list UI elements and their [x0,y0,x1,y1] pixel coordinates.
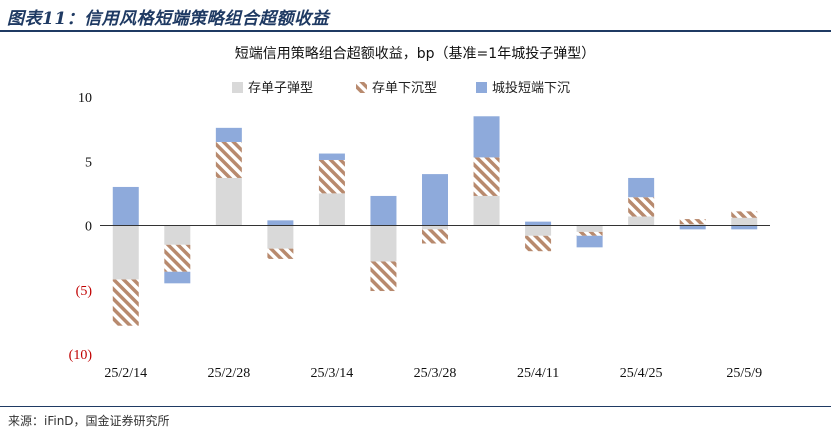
bar-1 [164,225,191,245]
bar-1 [525,225,552,236]
bar-3 [628,177,655,198]
bar-2 [318,159,345,194]
legend: 存单子弹型 存单下沉型 城投短端下沉 [232,80,570,96]
legend-label-3: 城投短端下沉 [492,80,570,96]
bar-3 [267,220,294,226]
bar-3 [731,225,758,230]
x-tick-label: 25/2/28 [207,366,250,381]
x-tick-label: 25/5/9 [726,366,762,381]
legend-swatch-2 [356,82,367,93]
bar-2 [731,211,758,218]
bar-3 [318,153,345,160]
x-tick-label: 25/4/25 [620,366,663,381]
chart-area: 短端信用策略组合超额收益，bp（基准=1年城投子弹型） 存单子弹型 存单下沉型 城投… [69,45,770,381]
x-axis: 25/2/14 25/2/28 25/3/14 25/3/28 25/4/11 25/4/… [100,225,770,381]
bar-2 [112,279,139,326]
x-tick-label: 25/3/28 [414,366,457,381]
chart-title: 短端信用策略组合超额收益，bp（基准=1年城投子弹型） [235,45,595,62]
bar-1 [731,217,758,226]
bar-1 [267,225,294,249]
legend-swatch-1 [232,82,243,93]
bars-group [112,116,758,326]
y-tick-label: 10 [78,91,92,106]
figure-title: 图表11：信用风格短端策略组合超额收益 [7,9,330,29]
bar-1 [215,177,242,226]
y-axis: 10 5 0 (5) (10) [69,91,93,363]
bar-2 [267,248,294,259]
bar-2 [628,197,655,217]
y-tick-label: 0 [85,220,92,235]
legend-label-1: 存单子弹型 [248,81,313,96]
bar-3 [370,195,397,226]
bar-2 [164,244,191,272]
bar-1 [628,216,655,226]
bar-1 [112,225,139,280]
bar-1 [370,225,397,262]
bar-2 [473,157,500,196]
legend-swatch-3 [476,82,487,93]
bar-3 [215,127,242,142]
y-tick-label: 5 [85,155,92,170]
y-tick-label: (5) [76,284,93,299]
bar-1 [576,225,603,232]
bar-3 [473,116,500,158]
bar-2 [525,235,552,252]
source-note: 来源：iFinD，国金证券研究所 [8,414,170,428]
bar-1 [473,195,500,226]
bar-2 [679,219,706,225]
bar-1 [679,224,706,226]
bar-2 [370,261,397,292]
bar-1 [422,225,448,230]
x-tick-label: 25/4/11 [517,366,559,381]
bar-3 [422,174,448,226]
bar-3 [112,186,139,226]
x-tick-label: 25/3/14 [311,366,354,381]
header-rule [0,30,831,32]
legend-label-2: 存单下沉型 [372,81,437,96]
y-tick-label: (10) [69,348,93,363]
bar-1 [318,193,345,226]
bar-3 [164,271,191,284]
footer-rule [0,406,831,407]
bar-2 [215,141,242,178]
bar-3 [525,221,552,226]
bar-3 [679,225,706,230]
bar-2 [422,229,448,244]
bar-3 [576,235,603,248]
bar-2 [576,231,603,236]
x-tick-label: 25/2/14 [104,366,147,381]
